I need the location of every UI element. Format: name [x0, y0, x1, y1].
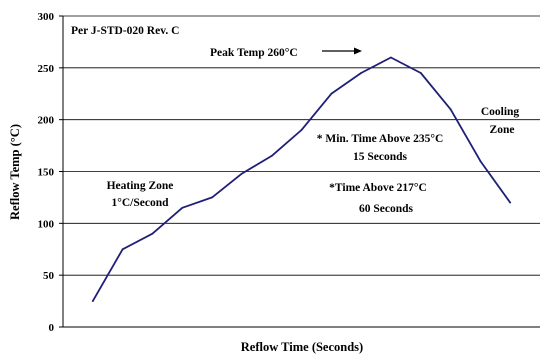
- heating-zone-annotation-line2: 1°C/Second: [112, 197, 170, 209]
- data-point-3: [181, 206, 184, 209]
- data-point-13: [479, 160, 482, 163]
- data-point-5: [241, 172, 243, 175]
- data-point-4: [211, 196, 214, 199]
- y-tick-label-300: 300: [38, 11, 55, 23]
- data-point-0: [91, 300, 94, 302]
- peak-arrow-head: [354, 47, 362, 55]
- data-point-10: [390, 56, 392, 59]
- data-point-11: [419, 72, 422, 74]
- min-time-annotation-line2: 15 Seconds: [353, 151, 408, 163]
- y-tick-label-0: 0: [49, 322, 55, 334]
- time-above-annotation-line1: *Time Above 217°C: [329, 182, 427, 194]
- x-axis-title: Reflow Time (Seconds): [241, 340, 363, 354]
- time-above-annotation-line2: 60 Seconds: [359, 203, 414, 215]
- series-points: [91, 56, 512, 302]
- data-point-9: [360, 72, 362, 74]
- standard-annotation: Per J-STD-020 Rev. C: [71, 25, 179, 37]
- data-point-6: [270, 155, 273, 157]
- cooling-zone-annotation-line1: Cooling: [481, 106, 520, 118]
- data-point-1: [121, 248, 124, 251]
- y-tick-labels: 0 50 100 150 200 250 300: [38, 11, 63, 334]
- y-tick-label-150: 150: [38, 167, 55, 179]
- data-point-14: [509, 201, 512, 204]
- data-point-8: [330, 92, 333, 95]
- y-tick-label-100: 100: [38, 218, 55, 230]
- data-point-7: [300, 129, 303, 131]
- y-tick-label-250: 250: [38, 63, 55, 75]
- peak-annotation: Peak Temp 260°C: [210, 47, 298, 59]
- y-axis-title: Reflow Temp (°C): [8, 124, 22, 220]
- data-point-12: [449, 108, 452, 111]
- min-time-annotation-line1: * Min. Time Above 235°C: [317, 133, 444, 145]
- y-tick-label-50: 50: [43, 270, 55, 282]
- y-tick-label-200: 200: [38, 115, 55, 127]
- cooling-zone-annotation-line2: Zone: [490, 124, 515, 136]
- data-point-2: [151, 232, 154, 235]
- gridlines: [63, 15, 540, 276]
- heating-zone-annotation-line1: Heating Zone: [107, 180, 174, 192]
